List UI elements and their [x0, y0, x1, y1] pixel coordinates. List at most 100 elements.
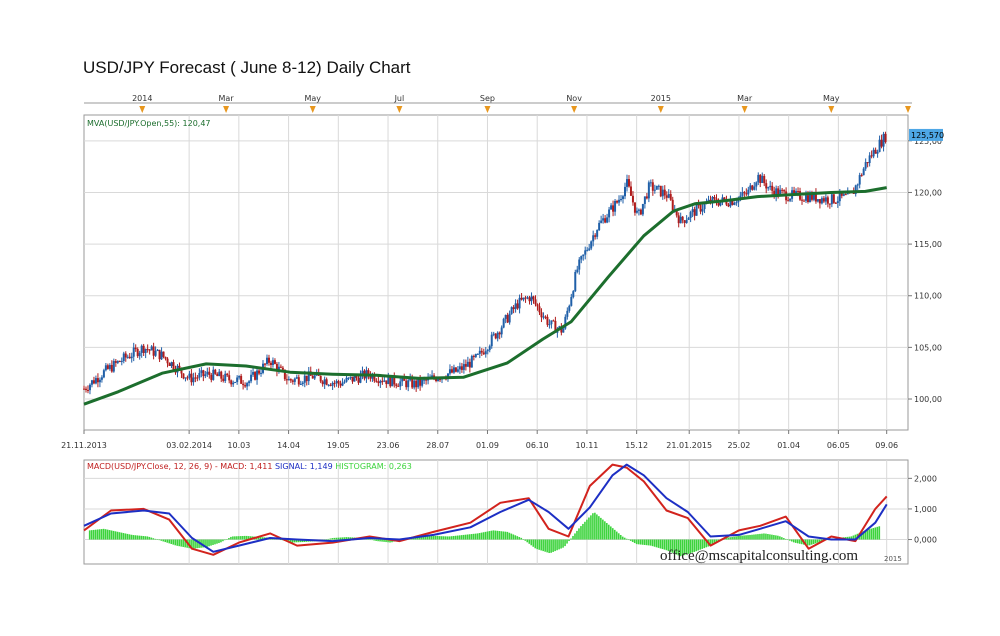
- histogram-bar: [606, 523, 608, 540]
- y-tick-label: 115,00: [914, 240, 942, 249]
- candle-body: [546, 316, 549, 325]
- candle-body: [353, 375, 356, 382]
- histogram-bar: [596, 514, 598, 540]
- histogram-bar: [552, 539, 554, 552]
- candle-body: [458, 366, 461, 370]
- last-price-label: 125,570: [911, 131, 944, 140]
- candle-body: [361, 370, 364, 375]
- candle-body: [824, 197, 827, 202]
- candle-body: [126, 356, 129, 358]
- candle-body: [759, 174, 762, 184]
- candle-body: [478, 350, 481, 354]
- candle-body: [150, 346, 153, 351]
- candle-body: [667, 194, 670, 198]
- histogram-bar: [810, 539, 813, 545]
- histogram-bar: [367, 539, 369, 540]
- x-tick-label: 25.02: [727, 441, 750, 450]
- histogram-bar: [379, 539, 381, 542]
- histogram-bar: [299, 539, 302, 543]
- histogram-bar: [868, 529, 871, 540]
- candle-body: [226, 373, 229, 376]
- candle-body: [437, 379, 440, 381]
- histogram-bar: [769, 534, 771, 540]
- candle-body: [407, 380, 410, 388]
- histogram-bar: [259, 537, 262, 540]
- histogram-bar: [343, 537, 346, 540]
- histogram-bar: [667, 539, 670, 552]
- histogram-bar: [584, 521, 586, 540]
- candle-body: [335, 381, 338, 383]
- histogram-bar: [689, 539, 692, 554]
- candle-body: [166, 358, 169, 364]
- candle-body: [132, 347, 135, 357]
- histogram-bar: [518, 537, 521, 540]
- histogram-bar: [615, 531, 618, 540]
- candle-body: [391, 375, 394, 387]
- candle-body: [277, 366, 280, 372]
- histogram-bar: [540, 539, 542, 551]
- candle-body: [83, 388, 85, 390]
- histogram-bar: [454, 535, 457, 540]
- histogram-bar: [419, 536, 421, 540]
- candle-body: [289, 379, 292, 381]
- mva-legend: MVA(USD/JPY.Open,55): 120,47: [87, 119, 211, 128]
- histogram-bar: [703, 539, 706, 549]
- histogram-bar: [480, 532, 483, 540]
- histogram-bar: [594, 512, 596, 540]
- candle-body: [112, 361, 115, 372]
- histogram-bar: [812, 539, 815, 544]
- month-label: Jul: [394, 94, 405, 103]
- candle-body: [751, 185, 754, 190]
- candle-body: [602, 218, 605, 221]
- candle-body: [596, 230, 599, 237]
- histogram-bar: [164, 539, 167, 543]
- candle-body: [267, 357, 270, 363]
- month-marker: [657, 106, 664, 113]
- macd-y-tick-label: 2,000: [914, 474, 937, 483]
- histogram-bar: [381, 539, 383, 542]
- candle-body: [687, 217, 690, 220]
- candle-body: [856, 184, 859, 186]
- candle-body: [281, 367, 284, 370]
- candle-body: [639, 209, 642, 215]
- histogram-bar: [731, 536, 733, 540]
- month-marker: [223, 106, 230, 113]
- histogram-bar: [578, 528, 580, 540]
- candle-body: [116, 360, 119, 363]
- histogram-bar: [297, 539, 300, 543]
- histogram-bar: [621, 536, 624, 540]
- candle-body: [329, 384, 332, 386]
- x-tick-label: 01.04: [777, 441, 800, 450]
- histogram-bar: [637, 539, 640, 545]
- histogram-bar: [675, 539, 678, 555]
- histogram-bar: [765, 533, 767, 540]
- candle-body: [379, 380, 382, 384]
- candle-body: [663, 189, 666, 196]
- candle-body: [610, 205, 613, 210]
- histogram-bar: [645, 539, 648, 546]
- month-label: 2015: [651, 94, 671, 103]
- candle-body: [222, 378, 225, 381]
- histogram-bar: [564, 539, 566, 547]
- histogram-bar: [820, 539, 823, 542]
- candle-body: [665, 195, 668, 198]
- candle-body: [498, 332, 501, 335]
- histogram-bar: [234, 536, 236, 540]
- candle-body: [283, 369, 286, 380]
- candle-body: [144, 348, 147, 353]
- candle-body: [657, 185, 660, 187]
- histogram-bar: [293, 539, 296, 543]
- month-label: Mar: [737, 94, 753, 103]
- histogram-bar: [206, 539, 208, 547]
- histogram-bar: [130, 534, 133, 540]
- histogram-bar: [725, 537, 727, 540]
- candle-body: [826, 197, 829, 204]
- candle-body: [635, 210, 638, 213]
- histogram-bar: [295, 539, 298, 543]
- candle-body: [254, 372, 257, 380]
- candle-body: [510, 307, 513, 314]
- candle-body: [683, 220, 686, 223]
- candle-body: [293, 378, 296, 382]
- candle-body: [397, 385, 400, 387]
